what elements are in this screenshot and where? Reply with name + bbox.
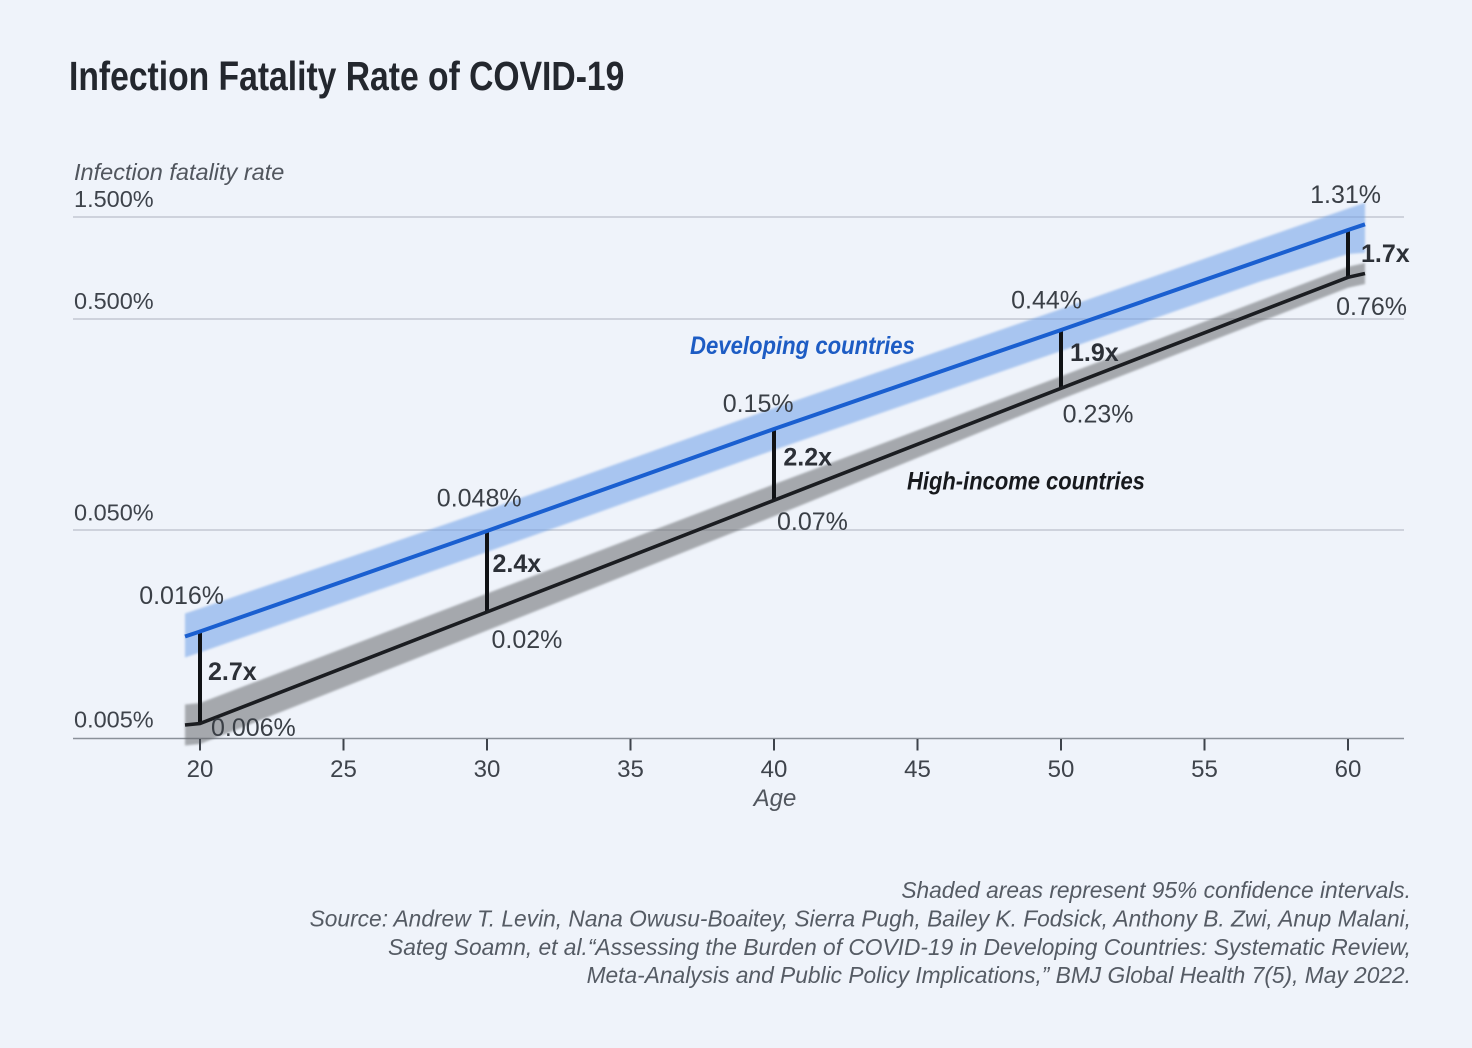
svg-text:0.016%: 0.016% <box>139 582 224 610</box>
svg-text:0.15%: 0.15% <box>723 390 794 418</box>
svg-text:0.050%: 0.050% <box>74 500 154 526</box>
svg-text:40: 40 <box>761 756 788 783</box>
svg-text:45: 45 <box>904 756 931 783</box>
svg-text:0.07%: 0.07% <box>777 508 848 536</box>
svg-text:55: 55 <box>1191 756 1218 783</box>
svg-text:High-income countries: High-income countries <box>907 467 1145 495</box>
svg-text:30: 30 <box>474 756 501 783</box>
svg-text:0.048%: 0.048% <box>437 485 522 513</box>
svg-text:Developing countries: Developing countries <box>690 333 915 361</box>
svg-text:1.9x: 1.9x <box>1070 339 1119 367</box>
svg-text:20: 20 <box>187 756 214 783</box>
svg-text:0.76%: 0.76% <box>1336 293 1407 321</box>
svg-text:0.23%: 0.23% <box>1063 401 1134 429</box>
svg-text:1.7x: 1.7x <box>1361 240 1410 268</box>
svg-text:Infection Fatality Rate of COV: Infection Fatality Rate of COVID-19 <box>69 53 624 99</box>
svg-text:Source: Andrew T. Levin, Nana: Source: Andrew T. Levin, Nana Owusu-Boai… <box>310 906 1411 932</box>
svg-text:2.7x: 2.7x <box>208 658 257 686</box>
svg-text:Sateg Soamn, et al.“Assessing: Sateg Soamn, et al.“Assessing the Burden… <box>388 934 1411 960</box>
svg-text:2.2x: 2.2x <box>783 443 832 471</box>
svg-text:0.02%: 0.02% <box>492 626 563 654</box>
svg-text:25: 25 <box>330 756 357 783</box>
svg-text:Meta-Analysis and Public Polic: Meta-Analysis and Public Policy Implicat… <box>587 962 1411 988</box>
svg-text:Age: Age <box>752 785 797 812</box>
svg-text:Infection fatality rate: Infection fatality rate <box>74 159 284 185</box>
svg-text:0.500%: 0.500% <box>74 288 154 314</box>
svg-text:35: 35 <box>617 756 644 783</box>
svg-text:60: 60 <box>1335 756 1362 783</box>
svg-text:0.005%: 0.005% <box>74 707 154 733</box>
svg-text:2.4x: 2.4x <box>493 550 542 578</box>
svg-text:1.500%: 1.500% <box>74 186 154 212</box>
svg-text:1.31%: 1.31% <box>1310 181 1381 209</box>
svg-text:50: 50 <box>1048 756 1075 783</box>
svg-text:0.006%: 0.006% <box>211 714 296 742</box>
svg-text:Shaded areas represent 95% con: Shaded areas represent 95% confidence in… <box>901 877 1411 903</box>
svg-text:0.44%: 0.44% <box>1011 287 1082 315</box>
